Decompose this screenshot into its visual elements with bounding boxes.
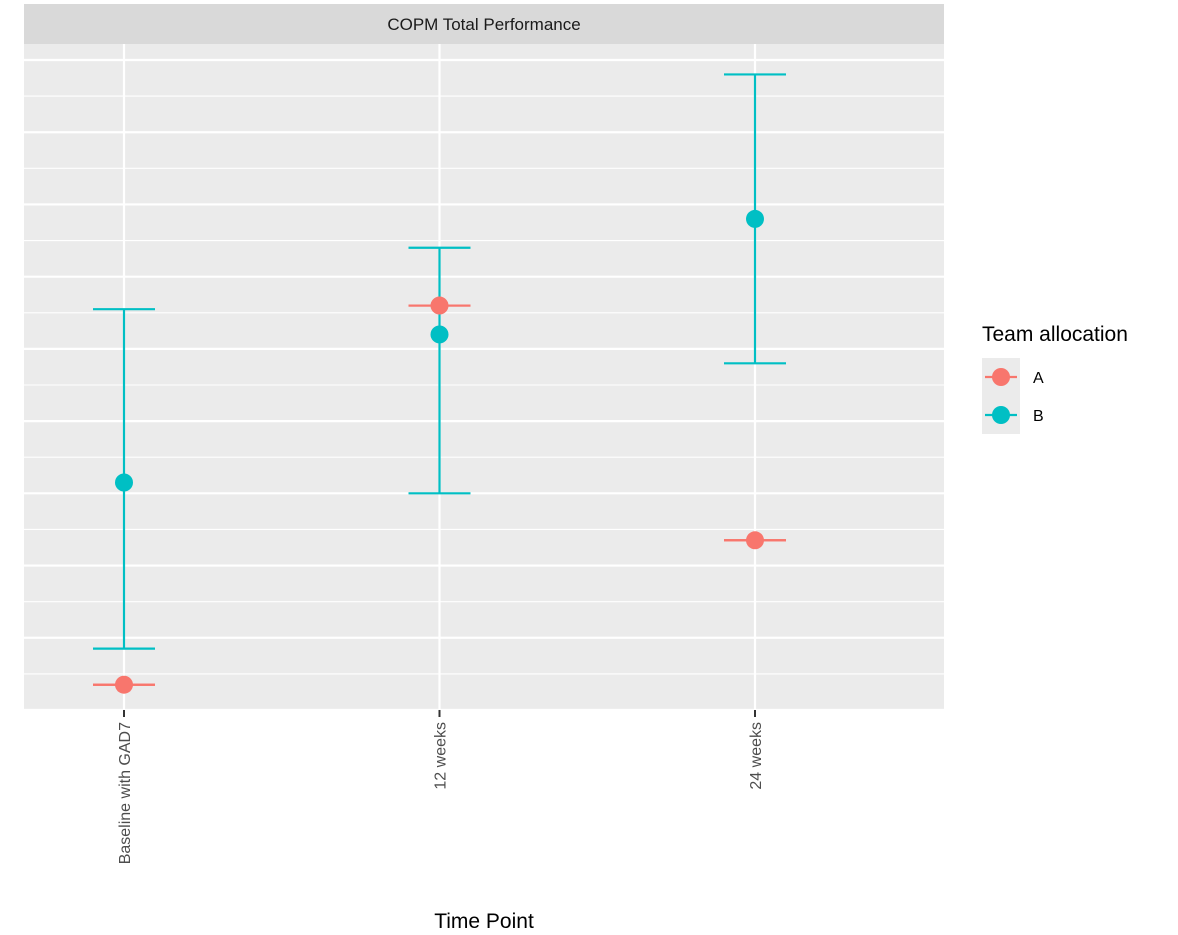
facet-strip: COPM Total Performance bbox=[24, 4, 944, 44]
panel-background bbox=[24, 44, 944, 710]
legend-item-A: A bbox=[982, 358, 1044, 396]
x-axis-title: Time Point bbox=[434, 910, 534, 933]
data-point bbox=[115, 473, 133, 492]
legend: Team allocation A B bbox=[982, 323, 1128, 434]
data-point bbox=[746, 209, 764, 228]
facet-strip-background bbox=[24, 4, 944, 44]
legend-item-B: B bbox=[982, 396, 1044, 434]
points-A bbox=[115, 296, 764, 694]
legend-key-point bbox=[992, 368, 1010, 386]
data-point bbox=[430, 325, 449, 344]
data-marks bbox=[93, 73, 786, 694]
data-point bbox=[746, 531, 764, 550]
legend-key-point bbox=[992, 406, 1010, 424]
plot-panel bbox=[24, 44, 944, 710]
x-tick-label: Baseline with GAD7 bbox=[117, 722, 134, 864]
legend-label: B bbox=[1033, 408, 1044, 425]
facet-title: COPM Total Performance bbox=[387, 15, 580, 34]
x-tick-label: 24 weeks bbox=[748, 722, 765, 790]
legend-title: Team allocation bbox=[982, 323, 1128, 346]
legend-label: A bbox=[1033, 370, 1044, 387]
x-axis: Baseline with GAD7 12 weeks 24 weeks bbox=[117, 710, 765, 864]
points-B bbox=[115, 209, 764, 492]
x-tick-label: 12 weeks bbox=[433, 722, 450, 790]
data-point bbox=[115, 675, 133, 694]
data-point bbox=[430, 296, 449, 315]
